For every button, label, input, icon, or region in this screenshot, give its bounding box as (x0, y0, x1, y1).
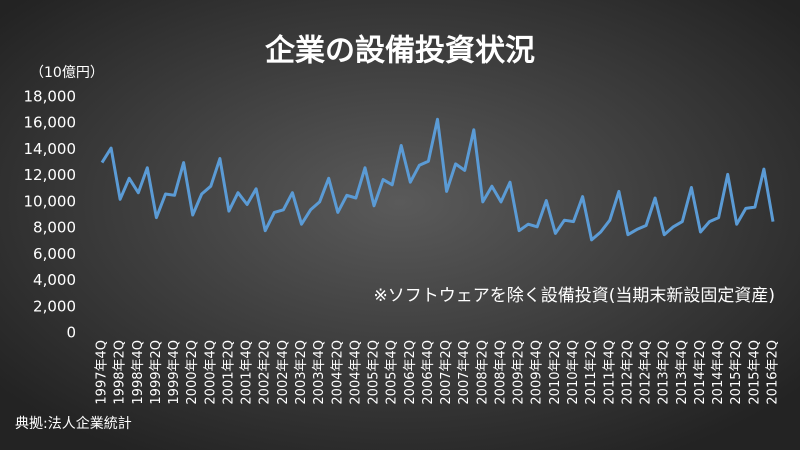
x-tick-label: 2000年2Q (185, 340, 200, 405)
y-tick-label: 8,000 (33, 219, 76, 237)
x-tick-label: 2006年4Q (421, 340, 436, 405)
data-line (100, 117, 775, 242)
x-tick-label: 1998年2Q (113, 340, 128, 405)
y-tick-label: 4,000 (33, 271, 76, 289)
annotation: ※ソフトウェアを除く設備投資(当期末新設固定資産) (373, 286, 775, 306)
x-tick-label: 2010年4Q (566, 340, 581, 405)
x-tick-label: 2015年2Q (729, 340, 744, 405)
x-tick-label: 1998年4Q (131, 340, 146, 405)
x-tick-label: 2005年2Q (367, 340, 382, 405)
y-tick-label: 12,000 (24, 166, 77, 184)
source: 典拠:法人企業統計 (15, 415, 132, 432)
y-tick-label: 18,000 (24, 88, 77, 106)
y-tick-label: 6,000 (33, 245, 76, 263)
y-tick-label: 14,000 (24, 140, 77, 158)
x-tick-label: 1997年4Q (95, 340, 110, 405)
y-axis-label: （10億円） (30, 65, 104, 81)
x-tick-label: 2012年2Q (620, 340, 635, 405)
x-tick-label: 2013年2Q (657, 340, 672, 405)
x-tick-label: 2006年2Q (403, 340, 418, 405)
x-tick-label: 2003年2Q (294, 340, 309, 405)
x-tick-label: 2005年4Q (385, 340, 400, 405)
x-tick-label: 2014年2Q (693, 340, 708, 405)
x-tick-label: 2000年4Q (203, 340, 218, 405)
x-tick-label: 2002年2Q (258, 340, 273, 405)
x-tick-label: 1999年4Q (167, 340, 182, 405)
x-tick-label: 2008年2Q (475, 340, 490, 405)
x-tick-label: 2009年2Q (512, 340, 527, 405)
x-tick-label: 2010年2Q (548, 340, 563, 405)
x-tick-label: 2016年2Q (766, 340, 781, 405)
x-tick-label: 2001年4Q (240, 340, 255, 405)
x-tick-label: 2003年4Q (312, 340, 327, 405)
x-tick-label: 2013年4Q (675, 340, 690, 405)
y-tick-label: 2,000 (33, 297, 76, 315)
x-tick-label: 2015年4Q (747, 340, 762, 405)
x-tick-label: 2012年4Q (639, 340, 654, 405)
x-tick-label: 2008年4Q (493, 340, 508, 405)
x-tick-label: 2009年4Q (530, 340, 545, 405)
x-tick-label: 1999年2Q (149, 340, 164, 405)
x-tick-label: 2007年2Q (439, 340, 454, 405)
x-tick-label: 2004年4Q (348, 340, 363, 405)
chart-title: 企業の設備投資状況 (265, 34, 535, 69)
x-tick-label: 2007年4Q (457, 340, 472, 405)
x-tick-label: 2011年2Q (584, 340, 599, 405)
x-tick-label: 2011年4Q (602, 340, 617, 405)
y-tick-label: 16,000 (24, 114, 77, 132)
x-tick-label: 2014年4Q (711, 340, 726, 405)
x-tick-label: 2004年2Q (330, 340, 345, 405)
y-tick-label: 10,000 (24, 192, 77, 210)
y-tick-label: 0 (66, 324, 76, 342)
x-tick-label: 2002年4Q (276, 340, 291, 405)
x-tick-label: 2001年2Q (221, 340, 236, 405)
